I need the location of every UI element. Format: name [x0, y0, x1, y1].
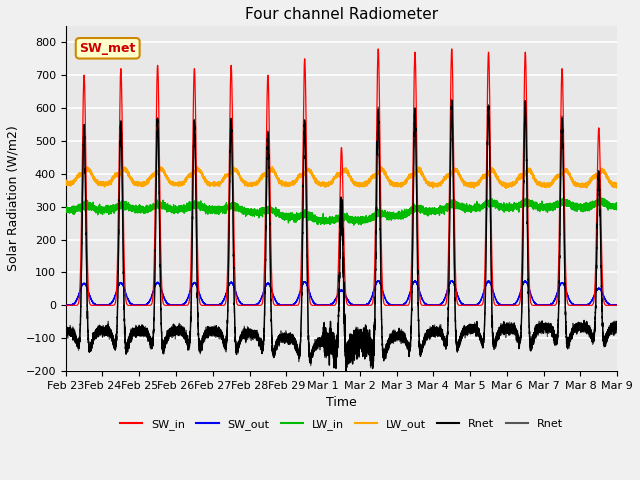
X-axis label: Time: Time: [326, 396, 357, 409]
Text: SW_met: SW_met: [79, 42, 136, 55]
Y-axis label: Solar Radiation (W/m2): Solar Radiation (W/m2): [7, 126, 20, 271]
Title: Four channel Radiometer: Four channel Radiometer: [245, 7, 438, 22]
Legend: SW_in, SW_out, LW_in, LW_out, Rnet, Rnet: SW_in, SW_out, LW_in, LW_out, Rnet, Rnet: [116, 415, 567, 434]
